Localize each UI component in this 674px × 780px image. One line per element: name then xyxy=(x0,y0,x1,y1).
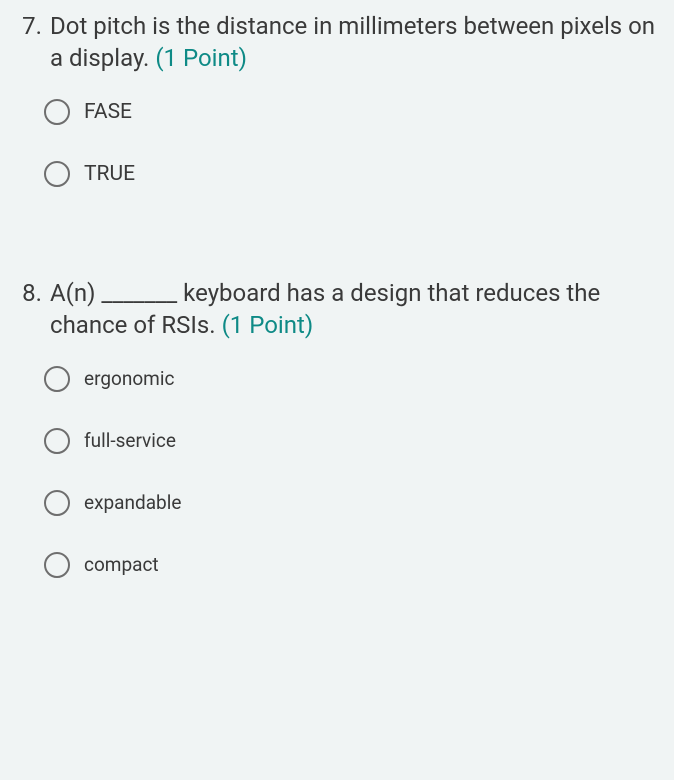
option-label: TRUE xyxy=(84,162,135,186)
question-points: (1 Point) xyxy=(222,311,314,339)
question-number: 8. xyxy=(14,277,42,309)
option-label: full-service xyxy=(84,429,176,452)
option-fase[interactable]: FASE xyxy=(44,99,660,125)
radio-icon xyxy=(44,428,70,454)
question-prompt: A(n) _______ keyboard has a design that … xyxy=(50,279,600,339)
options-group: ergonomic full-service expandable compac… xyxy=(44,366,660,578)
question-points: (1 Point) xyxy=(155,44,247,72)
question-text: Dot pitch is the distance in millimeters… xyxy=(50,10,660,75)
question-header: 8. A(n) _______ keyboard has a design th… xyxy=(14,277,660,342)
question-prompt: Dot pitch is the distance in millimeters… xyxy=(50,12,655,72)
option-ergonomic[interactable]: ergonomic xyxy=(44,366,660,392)
radio-icon xyxy=(44,99,70,125)
question-text: A(n) _______ keyboard has a design that … xyxy=(50,277,660,342)
radio-icon xyxy=(44,552,70,578)
option-label: compact xyxy=(84,553,159,576)
option-full-service[interactable]: full-service xyxy=(44,428,660,454)
options-group: FASE TRUE xyxy=(44,99,660,187)
option-label: FASE xyxy=(84,100,132,124)
option-label: expandable xyxy=(84,491,181,514)
option-expandable[interactable]: expandable xyxy=(44,490,660,516)
question-8: 8. A(n) _______ keyboard has a design th… xyxy=(0,267,674,604)
spacer xyxy=(0,213,674,267)
radio-icon xyxy=(44,161,70,187)
radio-icon xyxy=(44,490,70,516)
radio-icon xyxy=(44,366,70,392)
question-header: 7. Dot pitch is the distance in millimet… xyxy=(14,10,660,75)
option-compact[interactable]: compact xyxy=(44,552,660,578)
option-true[interactable]: TRUE xyxy=(44,161,660,187)
question-7: 7. Dot pitch is the distance in millimet… xyxy=(0,0,674,213)
question-number: 7. xyxy=(14,10,42,42)
option-label: ergonomic xyxy=(84,367,174,390)
